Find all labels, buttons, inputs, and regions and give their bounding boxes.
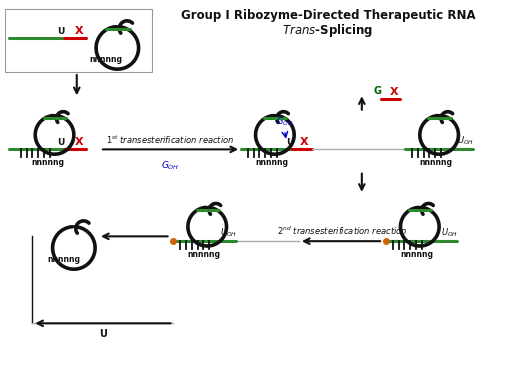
Text: Group I Ribozyme-Directed Therapeutic RNA: Group I Ribozyme-Directed Therapeutic RN…	[181, 9, 475, 22]
Text: nnnnng: nnnnng	[420, 158, 453, 167]
Text: $1^{st}$ transesterification reaction: $1^{st}$ transesterification reaction	[106, 133, 235, 146]
Text: U: U	[99, 329, 107, 339]
Text: U: U	[286, 138, 293, 147]
Text: $G_{OH}$: $G_{OH}$	[276, 116, 293, 128]
Text: X: X	[74, 26, 83, 36]
Text: $U_{OH}$: $U_{OH}$	[457, 135, 474, 147]
Text: nnnnng: nnnnng	[401, 249, 433, 259]
Text: $U_{OH}$: $U_{OH}$	[220, 227, 237, 239]
Text: X: X	[74, 138, 83, 147]
Text: nnnnng: nnnnng	[31, 158, 64, 167]
Text: G: G	[373, 86, 381, 96]
Text: nnnnng: nnnnng	[48, 256, 81, 265]
Text: U: U	[58, 27, 65, 36]
Text: U: U	[58, 138, 65, 147]
Text: nnnnng: nnnnng	[256, 158, 289, 167]
Bar	[5, 9, 152, 72]
Text: $U_{OH}$: $U_{OH}$	[441, 227, 458, 239]
Text: X: X	[389, 87, 398, 97]
Text: $2^{nd}$ transesterification reaction: $2^{nd}$ transesterification reaction	[277, 225, 408, 237]
Text: X: X	[299, 138, 308, 147]
Text: nnnnng: nnnnng	[188, 249, 221, 259]
Text: nnnnng: nnnnng	[89, 56, 122, 64]
Text: $\it{Trans}$-Splicing: $\it{Trans}$-Splicing	[282, 22, 374, 39]
Text: $G_{OH}$: $G_{OH}$	[161, 159, 180, 172]
